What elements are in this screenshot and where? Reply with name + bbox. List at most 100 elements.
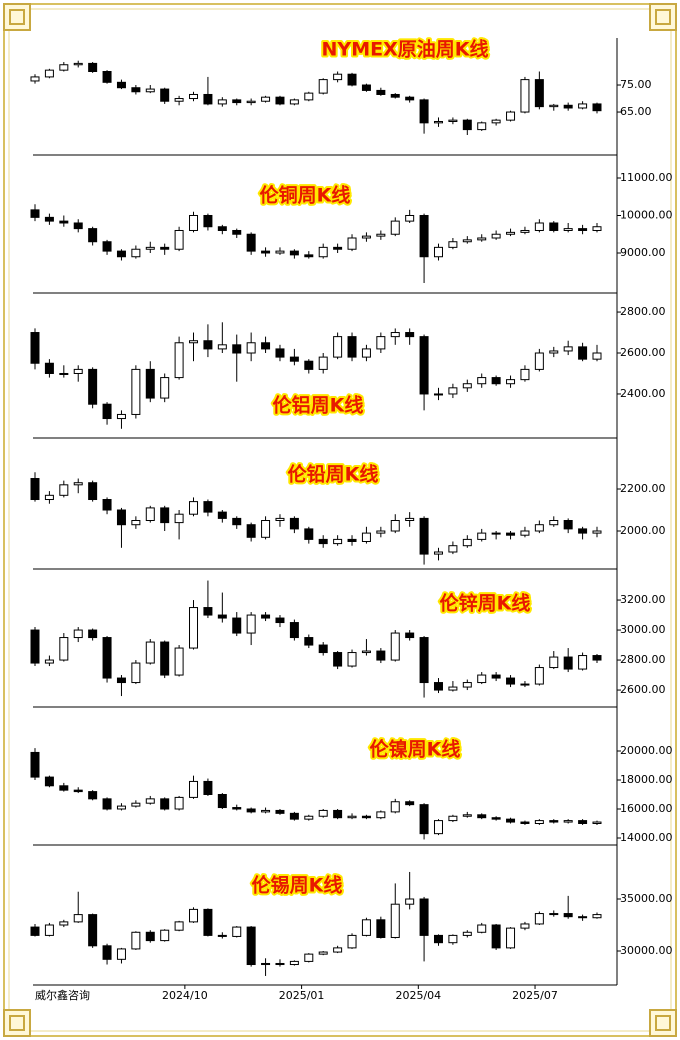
candle-body-up [361, 919, 371, 936]
candle-body-down [318, 538, 328, 545]
candle-body-down [506, 677, 516, 685]
candle-body-up [390, 332, 400, 338]
panel-title: 伦铅周K线 [288, 463, 379, 486]
candle-body-up [174, 647, 184, 676]
y-tick-label: 35000.00 [620, 892, 673, 905]
candle-body-up [462, 239, 472, 243]
candle-body-up [275, 517, 285, 522]
candle-body-down [289, 250, 299, 256]
candle-body-up [116, 948, 126, 960]
candle-body-down [102, 637, 112, 679]
candle-body-up [289, 960, 299, 966]
candle-body-down [563, 520, 573, 530]
candle-body-down [232, 807, 242, 810]
candle-body-up [44, 494, 54, 501]
candle-body-up [592, 914, 602, 919]
candle-body-up [232, 926, 242, 937]
candle-body-down [405, 332, 415, 338]
candle-body-up [59, 921, 69, 926]
candle-body-up [246, 342, 256, 354]
candle-body-up [59, 484, 69, 496]
candle-body-down [30, 332, 40, 364]
candle-body-up [304, 953, 314, 962]
candle-body-down [563, 913, 573, 918]
candle-body-up [549, 913, 559, 916]
candle-body-up [318, 951, 328, 955]
y-tick-label: 2600.00 [620, 346, 666, 359]
x-tick-label: 2025/01 [279, 989, 325, 1002]
candle-body-up [405, 898, 415, 905]
x-tick-label: 2025/04 [395, 989, 441, 1002]
candle-body-down [145, 368, 155, 399]
candle-body-down [102, 241, 112, 252]
candle-body-up [44, 924, 54, 936]
candle-body-down [232, 344, 242, 354]
candle-body-up [390, 220, 400, 235]
candle-body-up [448, 119, 458, 122]
candle-body-up [189, 93, 199, 100]
candle-body-up [390, 801, 400, 813]
candle-body-up [578, 103, 588, 109]
candle-body-down [131, 87, 141, 93]
candle-body-up [333, 73, 343, 81]
candle-body-up [347, 815, 357, 819]
candle-body-up [534, 820, 544, 824]
candle-body-down [304, 637, 314, 646]
candle-body-down [30, 209, 40, 218]
candle-body-down [304, 528, 314, 540]
candle-body-up [534, 524, 544, 532]
candle-body-down [376, 89, 386, 95]
candle-body-up [520, 923, 530, 929]
candle-body-down [506, 532, 516, 536]
candle-body-down [289, 812, 299, 820]
candle-body-up [318, 246, 328, 258]
candle-body-down [333, 809, 343, 819]
candle-body-down [275, 617, 285, 624]
candle-body-down [289, 517, 299, 530]
candle-body-up [491, 532, 501, 535]
candle-body-down [203, 501, 213, 513]
candle-body-up [592, 352, 602, 360]
candle-body-down [347, 538, 357, 542]
y-tick-label: 2800.00 [620, 305, 666, 318]
candle-body-down [462, 119, 472, 131]
candle-body-down [361, 815, 371, 819]
candle-body-up [174, 796, 184, 810]
candle-body-up [534, 913, 544, 925]
candle-body-down [59, 220, 69, 224]
source: 威尔鑫咨询 [35, 988, 90, 1002]
candle-body-down [59, 785, 69, 791]
candle-body-up [563, 228, 573, 231]
candle-body-up [448, 545, 458, 553]
candle-body-down [246, 233, 256, 252]
candle-body-up [261, 96, 271, 102]
candle-body-up [549, 520, 559, 526]
panel-title: 伦铝周K线 [273, 394, 364, 417]
candle-body-up [477, 924, 487, 933]
candle-body-down [160, 798, 170, 810]
candle-body-up [131, 520, 141, 526]
y-tick-label: 14000.00 [620, 831, 673, 844]
candle-body-down [376, 650, 386, 661]
y-tick-label: 2200.00 [620, 482, 666, 495]
candle-body-up [376, 811, 386, 819]
candle-body-up [361, 532, 371, 542]
candle-body-down [88, 62, 98, 73]
candle-body-up [433, 120, 443, 124]
candle-body-down [333, 246, 343, 250]
candle-body-down [30, 926, 40, 936]
candle-body-down [419, 637, 429, 684]
candle-body-up [477, 237, 487, 241]
y-tick-label: 18000.00 [620, 773, 673, 786]
candle-body-down [433, 934, 443, 944]
candle-body-down [347, 336, 357, 358]
candle-body-up [376, 336, 386, 350]
candle-body-down [246, 808, 256, 813]
candle-body-up [116, 413, 126, 420]
candle-body-down [232, 517, 242, 526]
candle-body-down [419, 214, 429, 258]
y-tick-label: 3000.00 [620, 623, 666, 636]
candle-body-up [189, 908, 199, 923]
candle-body-up [477, 377, 487, 385]
